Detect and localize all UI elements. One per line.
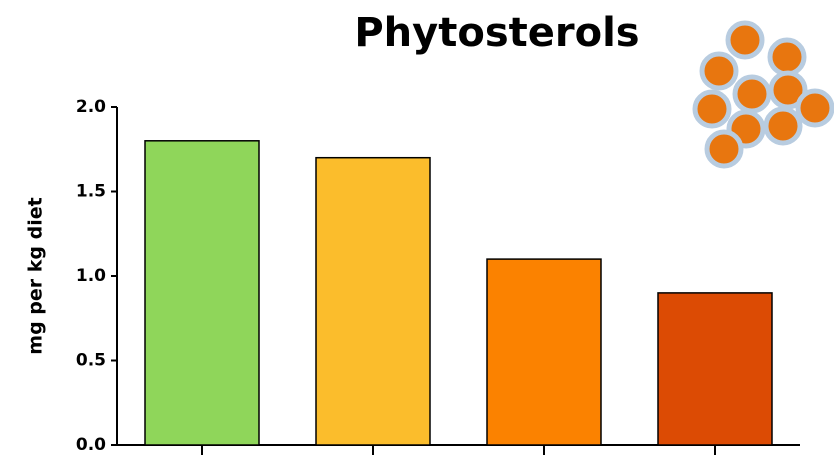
y-tick-label: 1.5 bbox=[76, 182, 106, 202]
bar bbox=[486, 258, 602, 446]
y-tick-label: 2.0 bbox=[76, 97, 106, 117]
bar bbox=[315, 156, 431, 446]
y-axis-label: mg per kg diet bbox=[25, 197, 47, 354]
y-tick-label: 0.5 bbox=[76, 351, 106, 371]
y-tick-label: 0.0 bbox=[76, 435, 106, 455]
y-tick-label: 1.0 bbox=[76, 266, 106, 286]
chart-title: Phytosterols bbox=[354, 10, 639, 56]
bar bbox=[657, 292, 773, 446]
bar bbox=[144, 140, 260, 446]
cells-icon bbox=[692, 20, 834, 169]
